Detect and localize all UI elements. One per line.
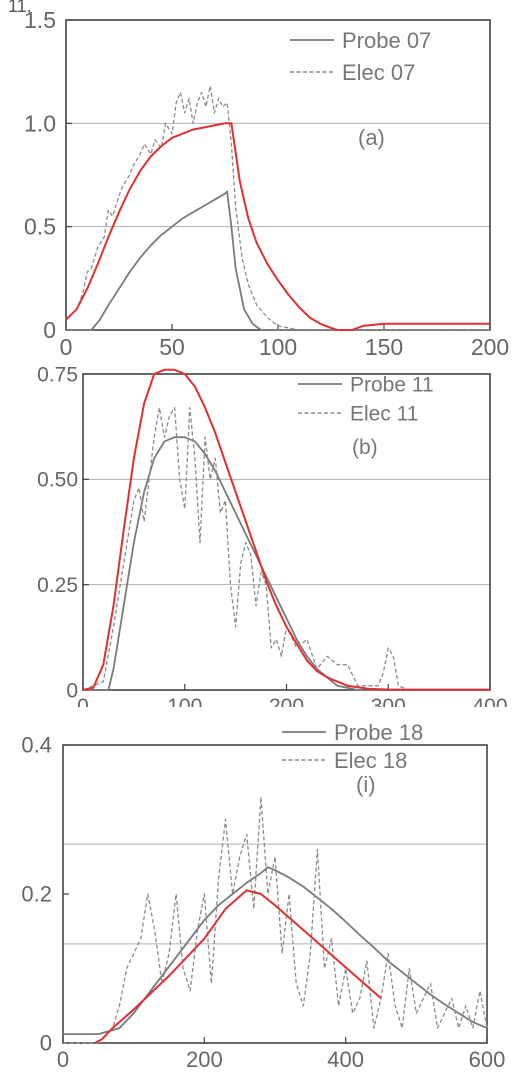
y-tick-label: 0.5 bbox=[24, 214, 56, 240]
plot-frame bbox=[82, 373, 491, 691]
legend-label-elec: Elec 07 bbox=[342, 60, 415, 85]
x-tick-label: 400 bbox=[327, 1047, 364, 1072]
chart-i: 0 200 400 600 0 0.2 0.4 Probe 18 Elec 18(i) bbox=[21, 720, 506, 1072]
x-tick-label: 600 bbox=[469, 1047, 506, 1072]
y-tick-label: 0 bbox=[43, 317, 56, 343]
x-tick-label: 200 bbox=[269, 695, 304, 707]
series-line-elec bbox=[63, 796, 488, 1044]
y-tick-label: 0.2 bbox=[21, 882, 52, 907]
x-tick-label: 50 bbox=[159, 334, 185, 360]
series-line-probe bbox=[83, 436, 490, 691]
x-tick-label: 300 bbox=[371, 695, 406, 707]
chart-b: 0 100 200 300 400 0 0.25 0.50 0.75 Probe 11 Elec 1… bbox=[37, 363, 507, 707]
y-tick-label: 0 bbox=[40, 1031, 52, 1056]
x-tick-label: 400 bbox=[472, 695, 507, 707]
x-tick-label: 200 bbox=[471, 334, 509, 360]
x-tick-label: 0 bbox=[77, 695, 89, 707]
x-tick-label: 100 bbox=[167, 695, 202, 707]
legend-label-probe: Probe 11 bbox=[350, 374, 434, 397]
fit-curve bbox=[94, 889, 382, 1044]
panel-annotation: (a) bbox=[358, 125, 385, 150]
x-tick-label: 0 bbox=[60, 334, 73, 360]
legend-label-probe: Probe 07 bbox=[342, 28, 431, 53]
y-tick-label: 0.25 bbox=[37, 574, 78, 597]
figure-number-label: 11. bbox=[8, 0, 32, 16]
y-tick-label: 0.75 bbox=[37, 363, 78, 386]
y-tick-label: 0 bbox=[66, 679, 78, 702]
panel-annotation: (i) bbox=[356, 772, 376, 797]
series-line-probe bbox=[63, 866, 488, 1036]
x-tick-label: 0 bbox=[57, 1047, 69, 1072]
series-line-probe bbox=[66, 190, 490, 331]
fit-curve bbox=[82, 368, 490, 691]
y-tick-label: 1.5 bbox=[24, 7, 56, 33]
x-tick-label: 150 bbox=[365, 334, 403, 360]
x-tick-label: 100 bbox=[259, 334, 297, 360]
y-tick-label: 1.0 bbox=[24, 110, 56, 136]
series-line-elec bbox=[82, 407, 490, 691]
legend-label-elec: Elec 11 bbox=[350, 403, 419, 426]
legend-label-probe: Probe 18 bbox=[334, 720, 423, 745]
panel-annotation: (b) bbox=[352, 436, 378, 459]
legend-label-elec: Elec 18 bbox=[334, 748, 407, 773]
x-tick-label: 200 bbox=[186, 1047, 223, 1072]
y-tick-label: 0.4 bbox=[21, 733, 52, 758]
y-tick-label: 0.50 bbox=[37, 469, 78, 492]
chart-a: 0 50 100 150 200 0 0.5 1.0 1.5 Probe 07 Elec 07 (a) bbox=[24, 7, 509, 360]
fit-curve bbox=[65, 122, 490, 331]
series-line-elec bbox=[65, 85, 490, 331]
